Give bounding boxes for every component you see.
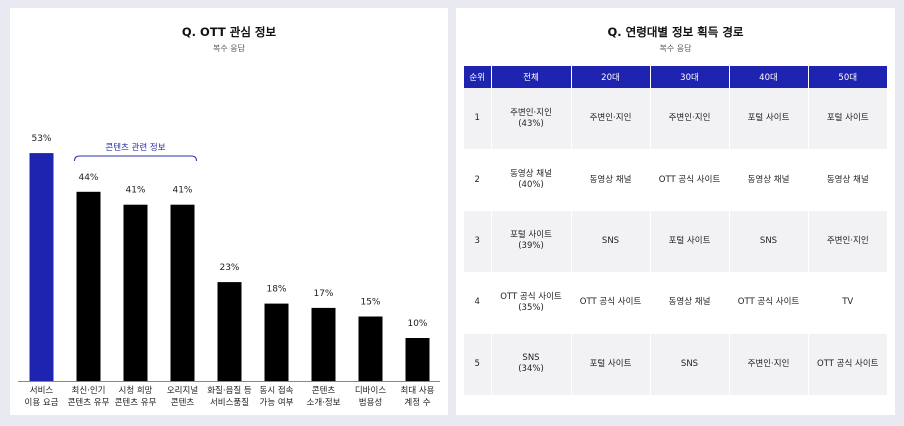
table-row: 1 주변인·지인 (43%) 주변인·지인 주변인·지인 포털 사이트 포털 사이트 bbox=[464, 88, 887, 150]
age-group-cell: 동영상 채널 bbox=[571, 149, 651, 211]
bar-value-label: 10% bbox=[407, 319, 427, 329]
interest-chart-panel: Q. OTT 관심 정보 복수 응답 53% 서비스 이용 요금 44% 최신·인기 콘텐… bbox=[10, 8, 448, 415]
age-group-cell: 동영상 채널 bbox=[650, 272, 730, 334]
bar-value-label: 17% bbox=[313, 289, 333, 299]
age-group-cell: TV bbox=[808, 272, 887, 334]
rank-table: 순위 전체 20대 30대 40대 50대 1 주변인·지인 (43%) 주변인·지인… bbox=[464, 66, 887, 395]
table-row: 5 SNS (34%) 포털 사이트 SNS 주변인·지인 OTT 공식 사이트 bbox=[464, 333, 887, 395]
x-tick-label: 범용성 bbox=[359, 397, 382, 408]
rank-cell: 1 bbox=[464, 88, 492, 150]
overall-source: 포털 사이트 bbox=[510, 230, 552, 241]
age-group-cell: 동영상 채널 bbox=[729, 149, 809, 211]
table-row: 2 동영상 채널 (40%) 동영상 채널 OTT 공식 사이트 동영상 채널 동영상 채널 bbox=[464, 149, 887, 211]
overall-cell: OTT 공식 사이트 (35%) bbox=[491, 272, 572, 334]
bar-value-label: 23% bbox=[219, 263, 239, 273]
bar bbox=[311, 307, 336, 381]
x-tick-label: 계정 수 bbox=[404, 397, 430, 408]
x-tick-label: 최신·인기 bbox=[72, 385, 106, 396]
overall-cell: 포털 사이트 (39%) bbox=[491, 210, 572, 273]
overall-cell: SNS (34%) bbox=[491, 333, 572, 395]
x-tick-label: 시청 희망 bbox=[119, 385, 153, 396]
rank-cell: 5 bbox=[464, 333, 492, 395]
age-group-cell: SNS bbox=[729, 210, 809, 273]
header-30s: 30대 bbox=[650, 66, 730, 88]
age-group-cell: 주변인·지인 bbox=[808, 210, 887, 273]
header-20s: 20대 bbox=[571, 66, 651, 88]
header-40s: 40대 bbox=[729, 66, 809, 88]
table-subtitle: 복수 응답 bbox=[659, 44, 692, 53]
overall-percent: (39%) bbox=[518, 241, 544, 252]
rank-cell: 3 bbox=[464, 210, 492, 273]
table-row: 3 포털 사이트 (39%) SNS 포털 사이트 SNS 주변인·지인 bbox=[464, 210, 887, 273]
overall-source: SNS bbox=[522, 353, 540, 364]
age-group-cell: 동영상 채널 bbox=[808, 149, 887, 211]
overall-cell: 동영상 채널 (40%) bbox=[491, 149, 572, 211]
bar bbox=[29, 153, 54, 381]
age-group-cell: 주변인·지인 bbox=[571, 88, 651, 150]
age-group-cell: 포털 사이트 bbox=[729, 88, 809, 150]
header-overall: 전체 bbox=[491, 66, 572, 88]
bar bbox=[264, 303, 289, 381]
chart-title: Q. OTT 관심 정보 bbox=[181, 25, 277, 39]
overall-percent: (43%) bbox=[518, 118, 544, 129]
rank-cell: 2 bbox=[464, 149, 492, 211]
bar-value-label: 41% bbox=[172, 186, 192, 196]
table-header-row: 순위 전체 20대 30대 40대 50대 bbox=[464, 66, 887, 88]
overall-source: 주변인·지인 bbox=[510, 107, 552, 118]
age-group-cell: 포털 사이트 bbox=[808, 88, 887, 150]
content-bracket-label: 콘텐츠 관련 정보 bbox=[105, 142, 165, 153]
x-tick-label: 화질·음질 등 bbox=[207, 385, 252, 396]
bar bbox=[358, 316, 383, 381]
bar bbox=[405, 338, 430, 381]
x-tick-label: 콘텐츠 bbox=[171, 397, 195, 408]
age-group-cell: OTT 공식 사이트 bbox=[650, 149, 730, 211]
x-tick-label: 오리지널 bbox=[167, 386, 198, 396]
x-tick-label: 콘텐츠 유무 bbox=[68, 397, 110, 408]
bar-value-label: 41% bbox=[125, 186, 145, 196]
overall-source: OTT 공식 사이트 bbox=[500, 291, 562, 302]
overall-percent: (35%) bbox=[518, 302, 544, 313]
chart-subtitle: 복수 응답 bbox=[213, 44, 245, 53]
content-bracket bbox=[74, 155, 197, 162]
age-group-cell: SNS bbox=[571, 210, 651, 273]
bar bbox=[123, 204, 148, 381]
bar bbox=[217, 282, 242, 381]
age-group-cell: OTT 공식 사이트 bbox=[571, 272, 651, 334]
bar bbox=[170, 204, 195, 381]
source-table-panel: Q. 연령대별 정보 획득 경로 복수 응답 순위 전체 20대 30대 40대… bbox=[456, 8, 895, 415]
bar-value-label: 44% bbox=[78, 173, 98, 183]
x-tick-label: 가능 여부 bbox=[260, 397, 294, 408]
bar-value-label: 15% bbox=[360, 298, 380, 308]
bar-value-label: 18% bbox=[266, 285, 286, 295]
header-50s: 50대 bbox=[808, 66, 887, 88]
age-group-cell: 포털 사이트 bbox=[650, 210, 730, 273]
bar-value-label: 53% bbox=[31, 134, 51, 144]
age-group-cell: 주변인·지인 bbox=[729, 333, 809, 395]
overall-percent: (34%) bbox=[518, 364, 544, 375]
overall-cell: 주변인·지인 (43%) bbox=[491, 88, 572, 150]
table-row: 4 OTT 공식 사이트 (35%) OTT 공식 사이트 동영상 채널 OTT 공식 사… bbox=[464, 272, 887, 334]
x-tick-label: 콘텐츠 bbox=[312, 385, 336, 396]
x-tick-label: 서비스 bbox=[30, 386, 54, 396]
table-title: Q. 연령대별 정보 획득 경로 bbox=[607, 25, 744, 39]
overall-source: 동영상 채널 bbox=[510, 169, 552, 180]
x-tick-label: 콘텐츠 유무 bbox=[115, 397, 157, 408]
age-group-cell: SNS bbox=[650, 333, 730, 395]
x-tick-label: 이용 요금 bbox=[25, 397, 59, 408]
age-group-cell: 포털 사이트 bbox=[571, 333, 651, 395]
x-tick-label: 서비스품질 bbox=[210, 397, 249, 408]
age-group-cell: OTT 공식 사이트 bbox=[808, 333, 887, 395]
x-tick-label: 최대 사용 bbox=[401, 385, 435, 396]
age-group-cell: 주변인·지인 bbox=[650, 88, 730, 150]
bar bbox=[76, 191, 101, 381]
header-rank: 순위 bbox=[464, 66, 492, 88]
overall-percent: (40%) bbox=[518, 180, 544, 191]
x-tick-label: 동시 접속 bbox=[260, 385, 294, 396]
age-group-cell: OTT 공식 사이트 bbox=[729, 272, 809, 334]
x-tick-label: 디바이스 bbox=[355, 385, 386, 396]
x-tick-label: 소개·정보 bbox=[307, 397, 341, 408]
rank-cell: 4 bbox=[464, 272, 492, 334]
